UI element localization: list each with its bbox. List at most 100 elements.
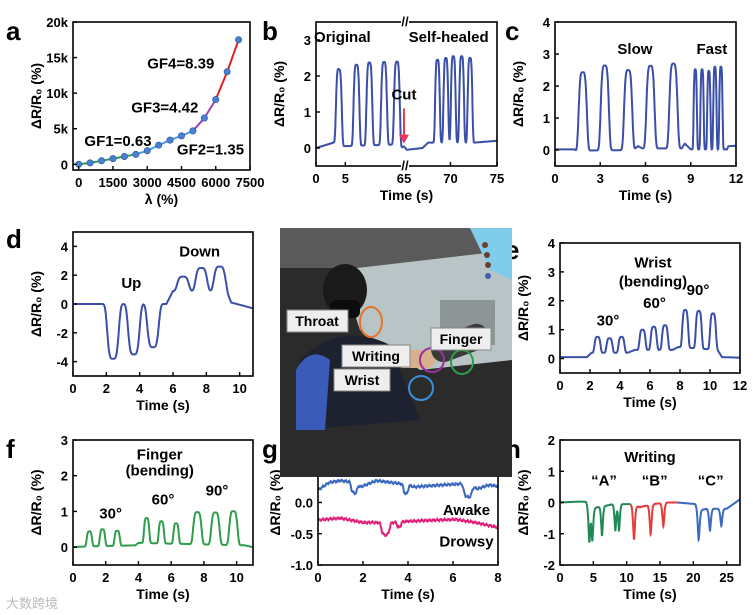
y-tick-label: 15k [46, 51, 68, 66]
series-line-slow-fast [555, 62, 737, 152]
x-tick-label: 15 [653, 570, 667, 585]
x-tick-label: 0 [75, 175, 82, 190]
wrist-ring [408, 375, 434, 401]
annotation: Slow [617, 41, 652, 58]
plot-frame [72, 439, 254, 566]
x-tick-label: 8 [494, 570, 501, 585]
panel-letter-b: b [262, 16, 278, 46]
y-tick-label: 4 [61, 239, 69, 254]
series-line-b [629, 501, 678, 540]
y-tick-label: 0 [548, 496, 555, 511]
x-tick-label: 4 [616, 378, 624, 393]
y-tick-label: 0 [304, 141, 311, 156]
x-tick-label: 3 [597, 171, 604, 186]
driver-photo: Throat Finger Writing Wrist [280, 228, 512, 477]
x-tick-label: 0 [556, 378, 563, 393]
data-point [235, 36, 243, 44]
annotation: (bending) [619, 273, 687, 290]
y-tick-label: 5k [54, 122, 69, 137]
panel-letter-d: d [6, 224, 22, 254]
x-tick-label: 6 [646, 378, 653, 393]
y-tick-label: 0 [543, 143, 550, 158]
y-tick-label: 0 [61, 157, 68, 172]
annotation: GF2=1.35 [177, 141, 244, 158]
panel-letter-a: a [6, 16, 21, 46]
x-tick-label: 2 [103, 381, 110, 396]
data-point [189, 127, 197, 135]
x-tick-label: 4 [404, 570, 412, 585]
annotation: Drowsy [439, 533, 494, 550]
series-line-up-down [73, 265, 254, 360]
label-wrist: Wrist [345, 372, 380, 388]
data-point [109, 155, 117, 163]
y-tick-label: -2 [56, 326, 68, 341]
data-point [155, 141, 163, 149]
x-tick-label: 10 [229, 570, 243, 585]
panel-letter-g: g [262, 434, 278, 464]
series-line-drowsy [317, 516, 499, 537]
annotation: “B” [642, 472, 668, 489]
x-tick-label: 5 [590, 570, 597, 585]
x-tick-label: 6 [168, 570, 175, 585]
series-line-wrist [560, 308, 740, 359]
y-tick-label: -4 [56, 355, 68, 370]
data-point [166, 136, 174, 144]
x-tick-label: 12 [729, 171, 743, 186]
axis-break-gap [400, 161, 409, 171]
y-axis-label: ΔR/R₀ (%) [28, 271, 44, 337]
x-tick-label: 70 [443, 171, 457, 186]
x-tick-label: 6 [642, 171, 649, 186]
x-tick-label: 0 [556, 570, 563, 585]
series-line-c [677, 498, 741, 543]
annotation: Original [314, 29, 371, 46]
y-tick-label: 4 [543, 15, 551, 30]
annotation: (bending) [126, 463, 194, 480]
y-tick-label: 2 [61, 268, 68, 283]
annotation: 60° [152, 491, 175, 508]
x-tick-label: 5 [342, 171, 349, 186]
y-tick-label: 1 [543, 111, 550, 126]
annotation: GF1=0.63 [84, 133, 151, 150]
series-line-finger [73, 510, 253, 549]
cut-arrow-head [398, 134, 409, 144]
y-tick-label: 0.0 [295, 496, 313, 511]
y-tick-label: 2 [61, 469, 68, 484]
y-tick-label: 3 [61, 433, 68, 448]
y-tick-label: 2 [304, 69, 311, 84]
series-line-awake [317, 478, 499, 500]
data-point [143, 147, 151, 155]
y-tick-label: 3 [304, 33, 311, 48]
y-tick-label: -0.5 [291, 527, 313, 542]
y-tick-label: -2 [543, 558, 555, 573]
x-tick-label: 0 [69, 570, 76, 585]
watermark: 大数跨境 [6, 596, 58, 611]
series-line-self-healed [403, 55, 498, 151]
y-tick-label: 0 [61, 540, 68, 555]
x-axis-label: Time (s) [381, 586, 434, 602]
x-axis-label: Time (s) [619, 187, 672, 203]
annotation: “C” [698, 472, 724, 489]
x-tick-label: 4500 [167, 175, 196, 190]
y-tick-label: 1 [304, 105, 311, 120]
axis-break-mark: // [401, 14, 409, 29]
annotation: 90° [206, 482, 229, 499]
panel-a: a 0 1500 3000 4500 6000 7500 0 5k 10k 15k 20k λ (%) Δ… [6, 15, 264, 207]
y-axis-label: ΔR/R₀ (%) [28, 63, 44, 129]
y-tick-label: 0 [548, 352, 555, 367]
x-tick-label: 10 [232, 381, 246, 396]
x-tick-label: 2 [359, 570, 366, 585]
plot-frame [72, 21, 251, 171]
x-tick-label: 2 [102, 570, 109, 585]
annotation: Down [179, 243, 220, 260]
y-tick-label: 10k [46, 86, 68, 101]
x-axis-label: Time (s) [380, 187, 433, 203]
annotation: 60° [643, 295, 666, 312]
annotation: 30° [99, 506, 122, 523]
annotation: Up [121, 275, 141, 292]
x-tick-label: 10 [703, 378, 717, 393]
y-tick-label: 4 [548, 236, 556, 251]
data-point [132, 150, 140, 158]
